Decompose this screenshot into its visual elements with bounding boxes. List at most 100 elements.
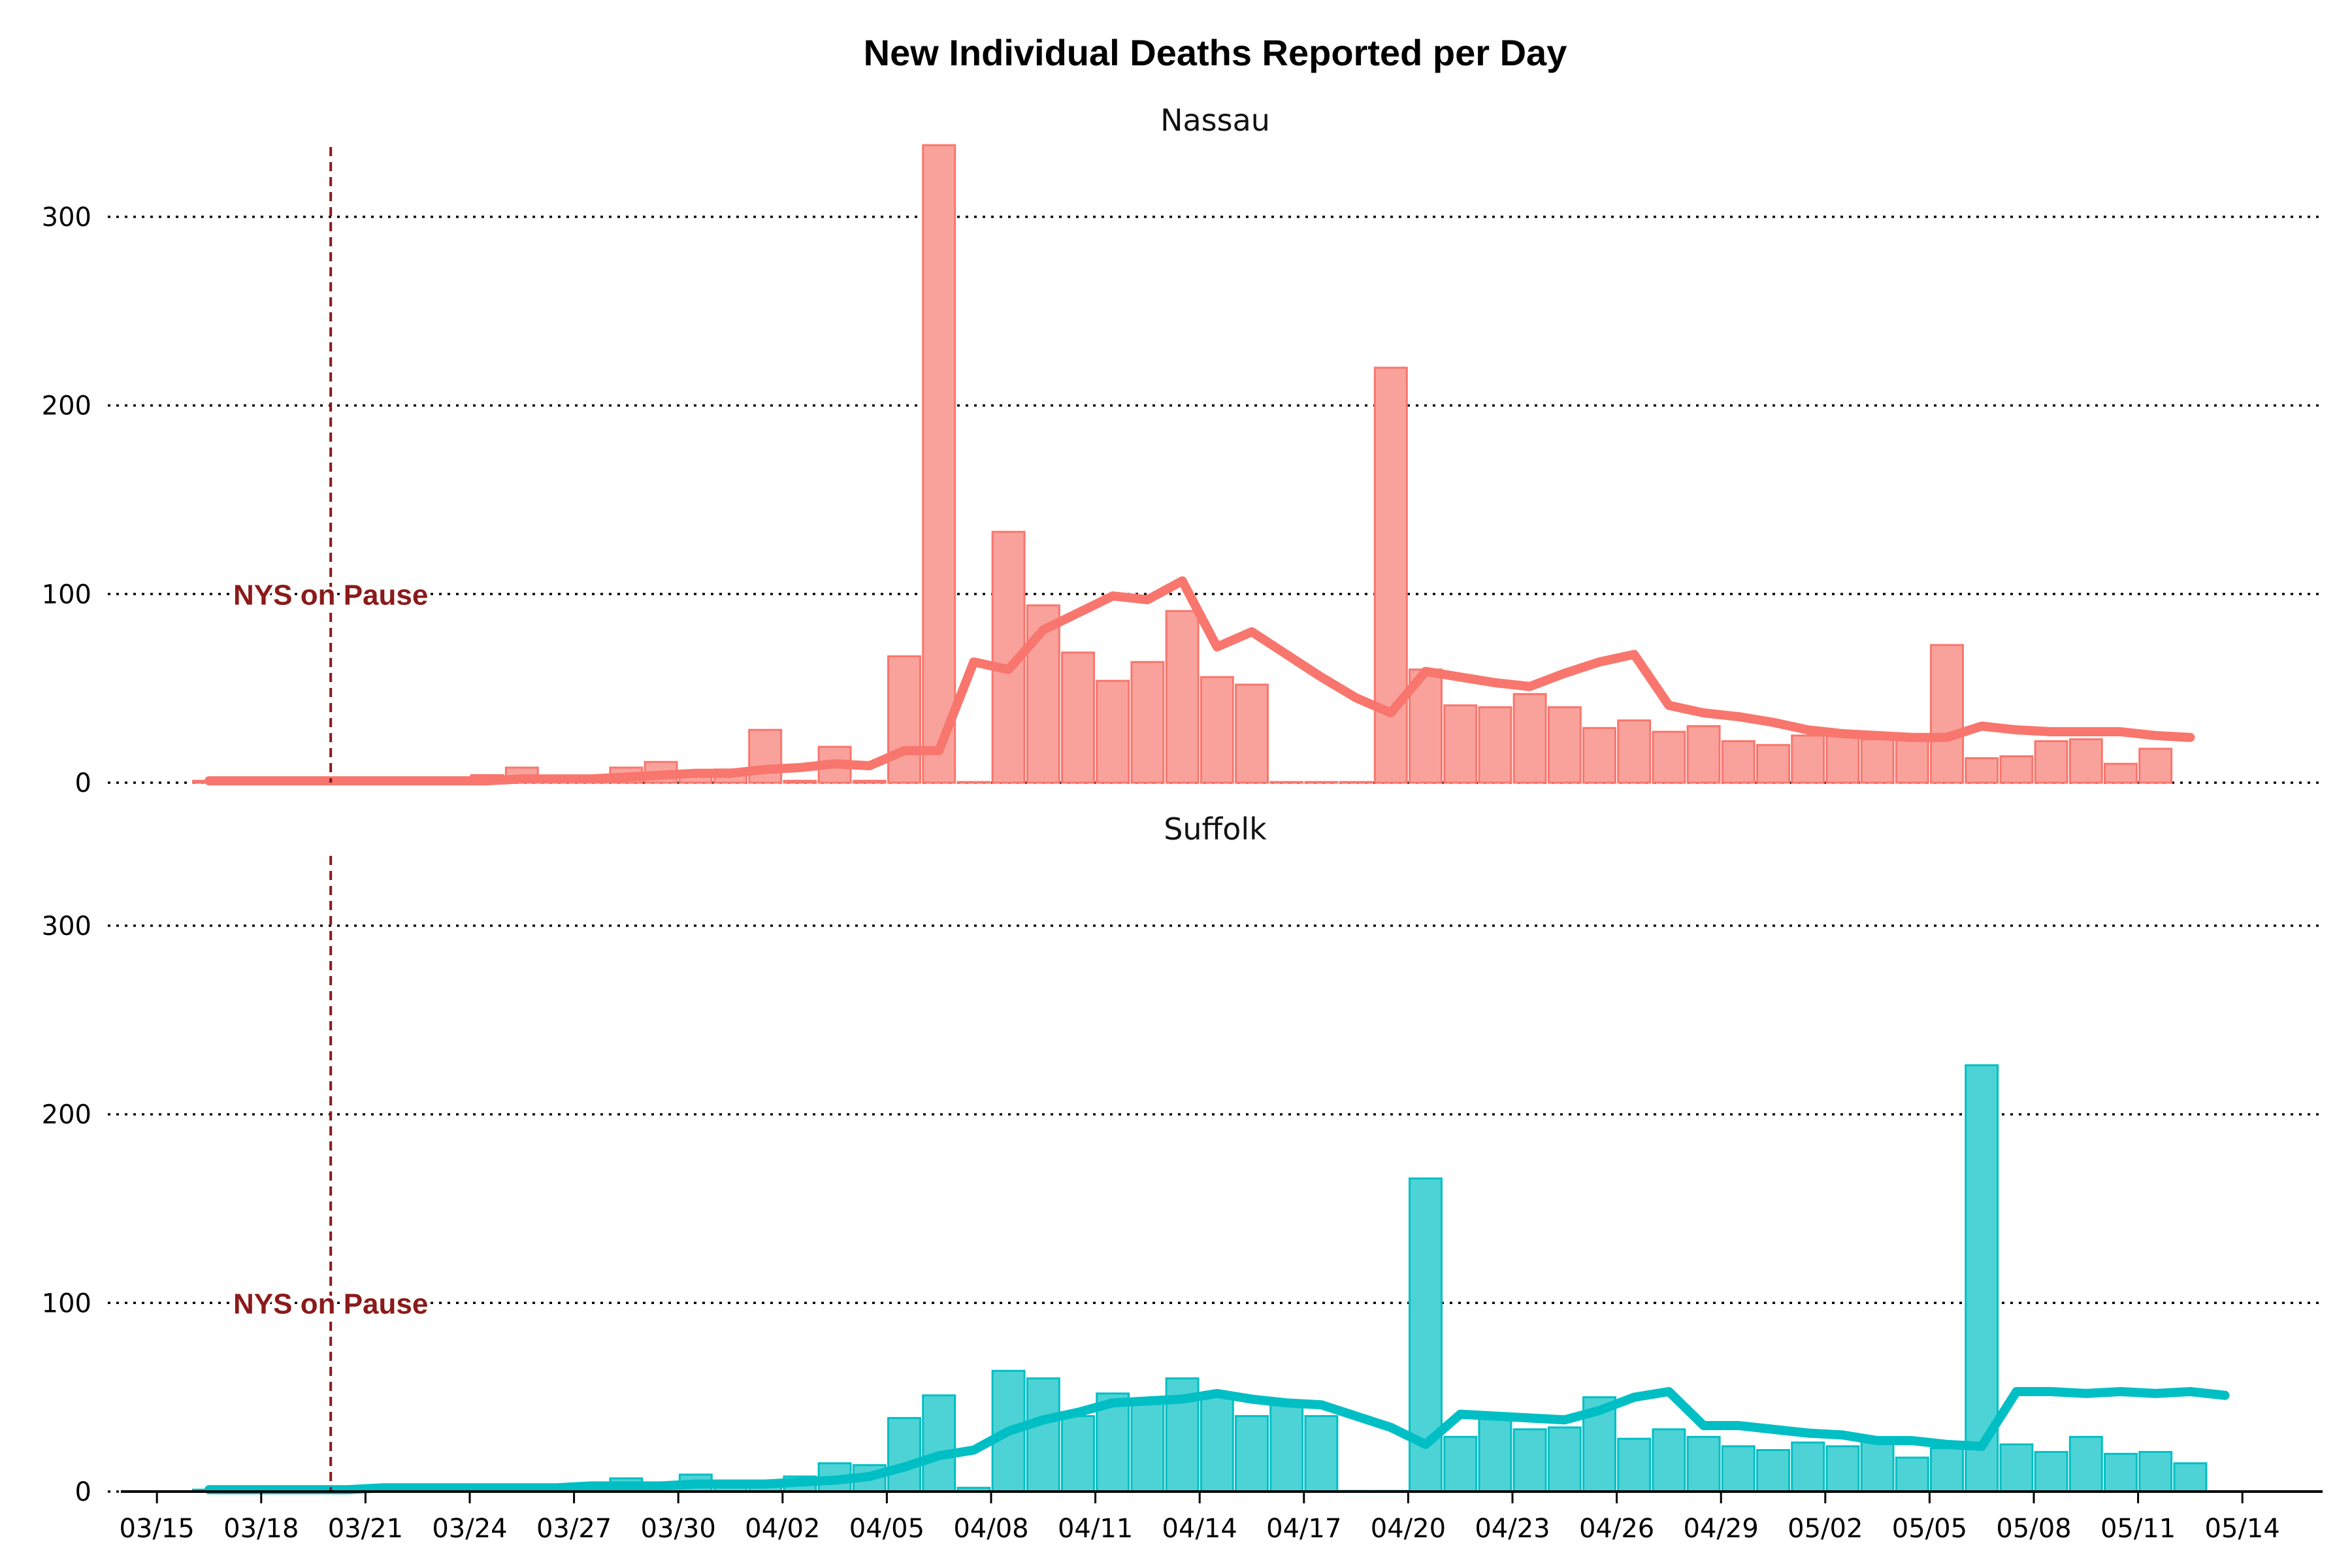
x-tick-label: 03/15 — [120, 1514, 195, 1544]
bar — [1930, 644, 1964, 784]
chart-title: New Individual Deaths Reported per Day — [864, 32, 1567, 73]
bar — [1200, 1392, 1234, 1493]
bar — [1895, 736, 1929, 784]
x-tick-label: 03/27 — [536, 1514, 612, 1544]
x-tick-label: 04/23 — [1475, 1514, 1550, 1544]
bar — [1373, 367, 1408, 784]
bar — [1791, 1441, 1825, 1493]
bar — [1339, 781, 1373, 784]
bar — [2068, 738, 2103, 784]
bar — [1652, 730, 1686, 784]
bar — [1582, 727, 1616, 784]
x-tick-label: 05/08 — [1996, 1514, 2071, 1544]
rolling-average-line — [204, 576, 2195, 786]
bar — [1756, 743, 1790, 784]
bar — [1582, 1396, 1616, 1493]
bar — [1617, 719, 1652, 784]
x-tick-label: 05/02 — [1788, 1514, 1863, 1544]
bar — [1235, 1415, 1269, 1493]
bar — [783, 779, 817, 784]
x-tick-label: 04/17 — [1266, 1514, 1341, 1544]
y-tick-label: 100 — [42, 1288, 91, 1318]
bar — [1965, 1064, 1999, 1493]
bar — [1721, 1445, 1756, 1493]
bar — [922, 1394, 956, 1493]
x-tick-label: 03/30 — [641, 1514, 716, 1544]
rolling-average-line — [204, 1386, 2230, 1495]
x-tick-label: 05/11 — [2100, 1514, 2176, 1544]
bar — [1686, 725, 1721, 784]
bar — [2104, 762, 2138, 784]
bar — [1130, 1399, 1165, 1493]
x-tick-label: 03/21 — [328, 1514, 403, 1544]
bar — [2173, 1462, 2208, 1493]
bar — [1825, 1445, 1860, 1493]
bar — [2068, 1435, 2103, 1493]
bar — [1999, 1443, 2034, 1493]
bar — [1304, 1415, 1339, 1493]
bar — [1547, 706, 1582, 784]
bar — [1061, 651, 1095, 784]
bar — [887, 655, 921, 784]
y-tick-label: 100 — [42, 580, 91, 610]
bar — [2104, 1452, 2138, 1493]
bar — [1686, 1435, 1721, 1493]
x-tick-label: 04/02 — [745, 1514, 820, 1544]
bar — [1096, 679, 1130, 784]
bar — [956, 781, 991, 784]
y-tick-label: 200 — [42, 1100, 91, 1130]
x-tick-label: 05/05 — [1892, 1514, 1967, 1544]
bar — [2138, 1450, 2173, 1493]
bar — [1061, 1415, 1095, 1493]
y-tick-label: 200 — [42, 391, 91, 421]
bar — [1200, 676, 1234, 784]
bar — [1825, 734, 1860, 784]
y-tick-label: 0 — [75, 768, 91, 798]
bar — [1930, 1447, 1964, 1493]
bar — [1478, 1416, 1512, 1493]
x-tick-label: 04/26 — [1579, 1514, 1654, 1544]
x-tick-label: 03/18 — [223, 1514, 299, 1544]
bar — [1269, 781, 1304, 784]
bar — [1721, 740, 1756, 784]
bar — [1269, 1401, 1304, 1493]
x-tick-label: 04/20 — [1371, 1514, 1446, 1544]
bar — [1617, 1437, 1652, 1493]
bar — [922, 144, 956, 784]
bar — [1547, 1426, 1582, 1493]
bar — [1443, 704, 1478, 784]
x-tick-label: 04/14 — [1162, 1514, 1237, 1544]
bar — [1130, 661, 1165, 784]
pause-annotation: NYS on Pause — [233, 1288, 428, 1320]
bar — [1026, 1377, 1060, 1493]
x-tick-label: 04/29 — [1684, 1514, 1759, 1544]
bar — [1512, 1428, 1547, 1493]
bar — [1478, 706, 1512, 784]
bar — [1895, 1456, 1929, 1493]
bar — [1756, 1448, 1790, 1493]
panel-nassau: Nassau 0 100 200 300 NYS on Pause — [42, 103, 2323, 798]
x-tick-label: 04/11 — [1058, 1514, 1133, 1544]
bar — [1860, 738, 1895, 784]
bar — [1652, 1428, 1686, 1493]
pause-annotation: NYS on Pause — [233, 579, 428, 611]
x-tick-label: 04/08 — [953, 1514, 1028, 1544]
bar — [852, 779, 887, 784]
bar — [1860, 1437, 1895, 1493]
x-tick-label: 03/24 — [432, 1514, 507, 1544]
bar — [2034, 740, 2068, 784]
bar — [2138, 747, 2173, 784]
bar — [1235, 683, 1269, 784]
bar — [1443, 1435, 1478, 1493]
y-tick-label: 300 — [42, 203, 91, 233]
panel-suffolk: Suffolk 0 100 200 300 NYS on Pause — [42, 811, 2323, 1507]
bar — [887, 1416, 921, 1493]
bar — [1999, 755, 2034, 784]
bar — [1965, 757, 1999, 784]
bar — [1791, 734, 1825, 784]
panel-title: Suffolk — [1164, 811, 1267, 847]
x-tick-label: 04/05 — [849, 1514, 924, 1544]
x-axis: 03/15 03/18 03/21 03/24 03/27 03/30 04/02 04/05… — [120, 1490, 2323, 1544]
panel-title: Nassau — [1160, 103, 1270, 138]
